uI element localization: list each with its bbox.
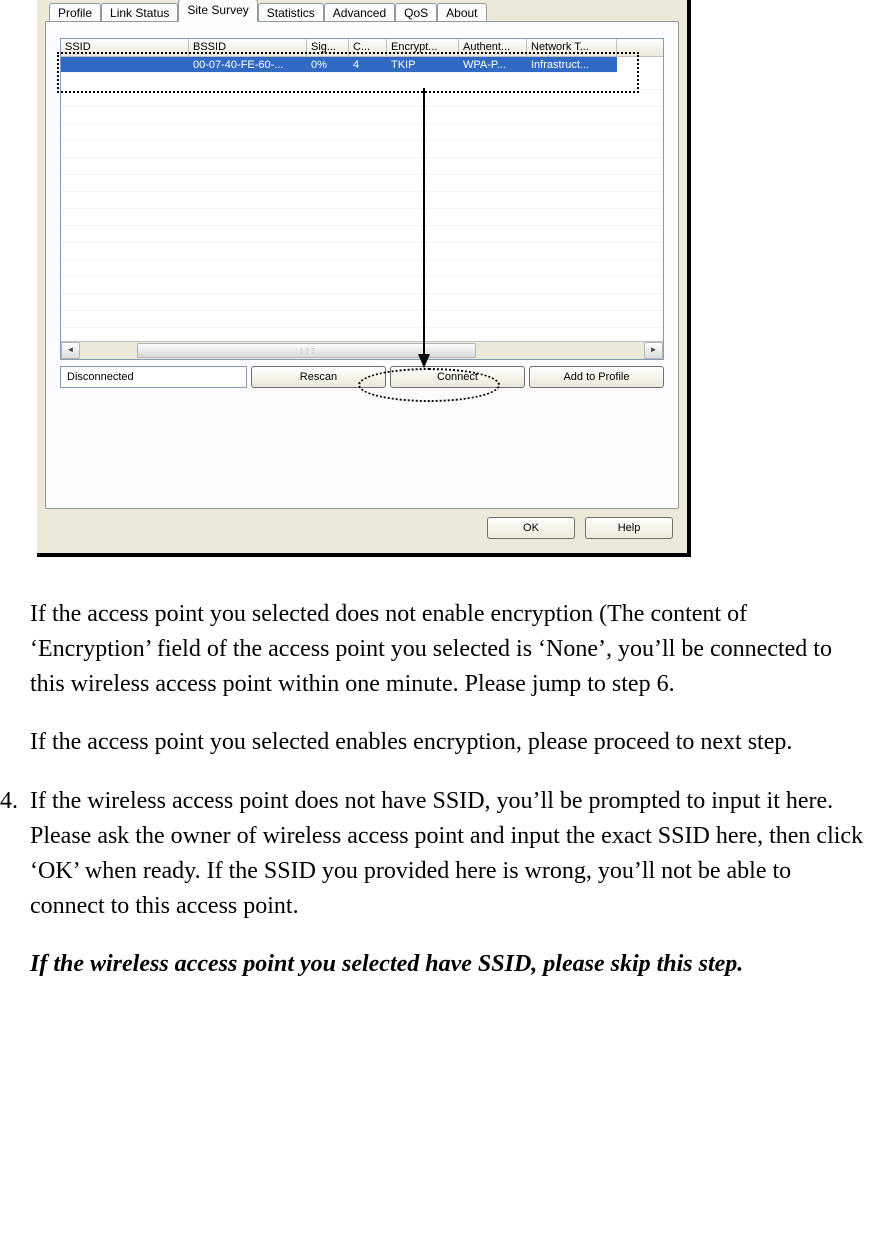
help-button[interactable]: Help [585, 517, 673, 539]
list-number: 4. [0, 784, 30, 1006]
empty-row [61, 226, 663, 243]
table-cell: Infrastruct... [527, 57, 617, 73]
scroll-left-button[interactable]: ◄ [61, 342, 80, 359]
empty-row [61, 311, 663, 328]
paragraph: If the access point you selected enables… [30, 725, 866, 760]
empty-row [61, 90, 663, 107]
ok-button[interactable]: OK [487, 517, 575, 539]
horizontal-scrollbar[interactable]: ◄ ⋮⋮⋮ ► [61, 341, 663, 359]
tab-statistics[interactable]: Statistics [258, 3, 324, 22]
listview-body[interactable]: 00-07-40-FE-60-...0%4TKIPWPA-P...Infrast… [61, 57, 663, 341]
table-cell [61, 57, 189, 73]
connect-button[interactable]: Connect [390, 366, 525, 388]
empty-row [61, 107, 663, 124]
empty-row [61, 175, 663, 192]
empty-row [61, 158, 663, 175]
table-row[interactable]: 00-07-40-FE-60-...0%4TKIPWPA-P...Infrast… [61, 57, 663, 73]
scroll-track[interactable]: ⋮⋮⋮ [81, 343, 643, 358]
tab-profile[interactable]: Profile [49, 3, 101, 22]
network-listview[interactable]: SSIDBSSIDSig...C...Encrypt...Authent...N… [60, 38, 664, 360]
empty-row [61, 209, 663, 226]
tab-link-status[interactable]: Link Status [101, 3, 178, 22]
empty-row [61, 124, 663, 141]
paragraph: If the wireless access point does not ha… [30, 784, 866, 923]
empty-row [61, 192, 663, 209]
tab-site-survey[interactable]: Site Survey [178, 0, 257, 22]
tab-qos[interactable]: QoS [395, 3, 437, 22]
empty-row [61, 294, 663, 311]
column-header[interactable]: Network T... [527, 39, 617, 56]
empty-row [61, 260, 663, 277]
column-header[interactable]: Authent... [459, 39, 527, 56]
column-header[interactable]: Sig... [307, 39, 349, 56]
list-item-4: 4. If the wireless access point does not… [30, 784, 866, 1006]
site-survey-panel: SSIDBSSIDSig...C...Encrypt...Authent...N… [45, 21, 679, 509]
empty-row [61, 73, 663, 90]
annotation-arrow-head [418, 354, 430, 368]
table-cell: TKIP [387, 57, 459, 73]
table-cell: 4 [349, 57, 387, 73]
tab-about[interactable]: About [437, 3, 486, 22]
empty-row [61, 277, 663, 294]
column-header[interactable]: C... [349, 39, 387, 56]
column-header[interactable]: Encrypt... [387, 39, 459, 56]
emphasized-paragraph: If the wireless access point you selecte… [30, 947, 866, 982]
dialog-window: ProfileLink StatusSite SurveyStatisticsA… [37, 0, 691, 557]
empty-row [61, 141, 663, 158]
scroll-right-button[interactable]: ► [644, 342, 663, 359]
empty-row [61, 328, 663, 341]
annotation-arrow-line [423, 88, 425, 356]
column-header[interactable]: SSID [61, 39, 189, 56]
document-body: If the access point you selected does no… [0, 557, 870, 1050]
column-header[interactable]: BSSID [189, 39, 307, 56]
table-cell: 00-07-40-FE-60-... [189, 57, 307, 73]
status-field: Disconnected [60, 366, 247, 388]
rescan-button[interactable]: Rescan [251, 366, 386, 388]
add-to-profile-button[interactable]: Add to Profile [529, 366, 664, 388]
paragraph: If the access point you selected does no… [30, 597, 866, 701]
tab-advanced[interactable]: Advanced [324, 3, 395, 22]
tab-strip: ProfileLink StatusSite SurveyStatisticsA… [45, 0, 679, 21]
empty-row [61, 243, 663, 260]
table-cell: WPA-P... [459, 57, 527, 73]
listview-header: SSIDBSSIDSig...C...Encrypt...Authent...N… [61, 39, 663, 57]
table-cell: 0% [307, 57, 349, 73]
